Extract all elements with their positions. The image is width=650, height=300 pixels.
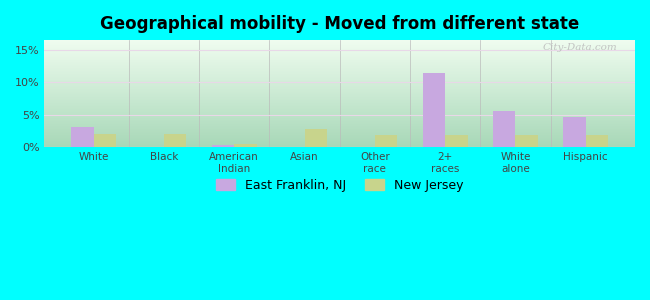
Bar bbox=[493, 112, 515, 147]
Bar bbox=[375, 136, 397, 147]
Bar bbox=[94, 134, 116, 147]
Bar bbox=[422, 73, 445, 147]
Bar bbox=[445, 136, 468, 147]
Bar bbox=[586, 136, 608, 147]
Bar bbox=[234, 144, 257, 147]
Bar bbox=[164, 134, 187, 147]
Bar bbox=[305, 129, 327, 147]
Text: City-Data.com: City-Data.com bbox=[543, 43, 618, 52]
Bar bbox=[212, 145, 234, 147]
Title: Geographical mobility - Moved from different state: Geographical mobility - Moved from diffe… bbox=[100, 15, 579, 33]
Bar bbox=[564, 117, 586, 147]
Legend: East Franklin, NJ, New Jersey: East Franklin, NJ, New Jersey bbox=[211, 173, 468, 196]
Bar bbox=[72, 127, 94, 147]
Bar bbox=[515, 135, 538, 147]
